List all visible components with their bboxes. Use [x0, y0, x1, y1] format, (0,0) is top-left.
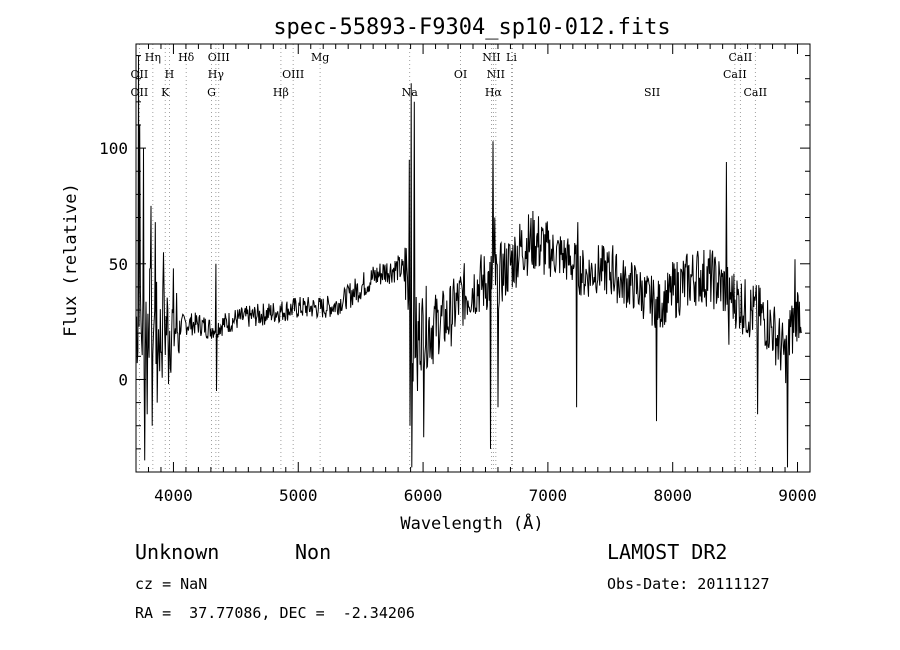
x-tick-label: 8000 — [653, 486, 692, 505]
line-label-oii: OII — [131, 68, 149, 81]
y-tick-label: 100 — [99, 139, 128, 158]
line-label-oiii: OIII — [208, 51, 230, 64]
spectrum-line — [135, 55, 802, 468]
y-tick-label: 50 — [109, 255, 128, 274]
line-label-nii: NII — [487, 68, 505, 81]
survey-label: LAMOST DR2 — [607, 540, 728, 564]
line-label-nii: NII — [482, 51, 500, 64]
line-label-hβ: Hβ — [273, 86, 289, 99]
coords-text: RA = 37.77086, DEC = -2.34206 — [135, 604, 415, 622]
line-label-hγ: Hγ — [208, 68, 225, 81]
x-tick-label: 6000 — [404, 486, 443, 505]
line-label-caii: CaII — [723, 68, 747, 81]
line-label-g: G — [207, 86, 216, 99]
line-label-hα: Hα — [485, 86, 503, 99]
line-label-sii: SII — [644, 86, 660, 99]
chart-title: spec-55893-F9304_sp10-012.fits — [273, 15, 670, 40]
axis-ticks: 4000 5000 6000 7000 8000 9000 0 50 100 — [99, 44, 817, 505]
line-label-oii: OII — [131, 86, 149, 99]
x-axis-label: Wavelength (Å) — [400, 512, 543, 534]
line-label-oiii: OIII — [282, 68, 304, 81]
class-label: Unknown — [135, 540, 220, 564]
line-label-k: K — [161, 86, 170, 99]
obsdate-text: Obs-Date: 20111127 — [607, 575, 770, 593]
line-label-li: Li — [506, 51, 517, 64]
line-label-na: Na — [402, 86, 419, 99]
line-label-h: H — [165, 68, 175, 81]
x-tick-label: 5000 — [279, 486, 318, 505]
subclass-label: Non — [295, 540, 332, 564]
redshift-text: cz = NaN — [135, 575, 208, 593]
line-label-hδ: Hδ — [178, 51, 195, 64]
line-label-mg: Mg — [311, 51, 329, 64]
y-axis-label: Flux (relative) — [61, 183, 81, 337]
y-tick-label: 0 — [118, 370, 128, 389]
line-label-caii: CaII — [729, 51, 753, 64]
plot-frame — [135, 43, 811, 473]
x-tick-label: 4000 — [154, 486, 193, 505]
x-tick-label: 7000 — [529, 486, 568, 505]
line-label-hη: Hη — [145, 51, 161, 64]
line-label-oi: OI — [454, 68, 467, 81]
line-label-caii: CaII — [743, 86, 767, 99]
x-tick-label: 9000 — [778, 486, 817, 505]
